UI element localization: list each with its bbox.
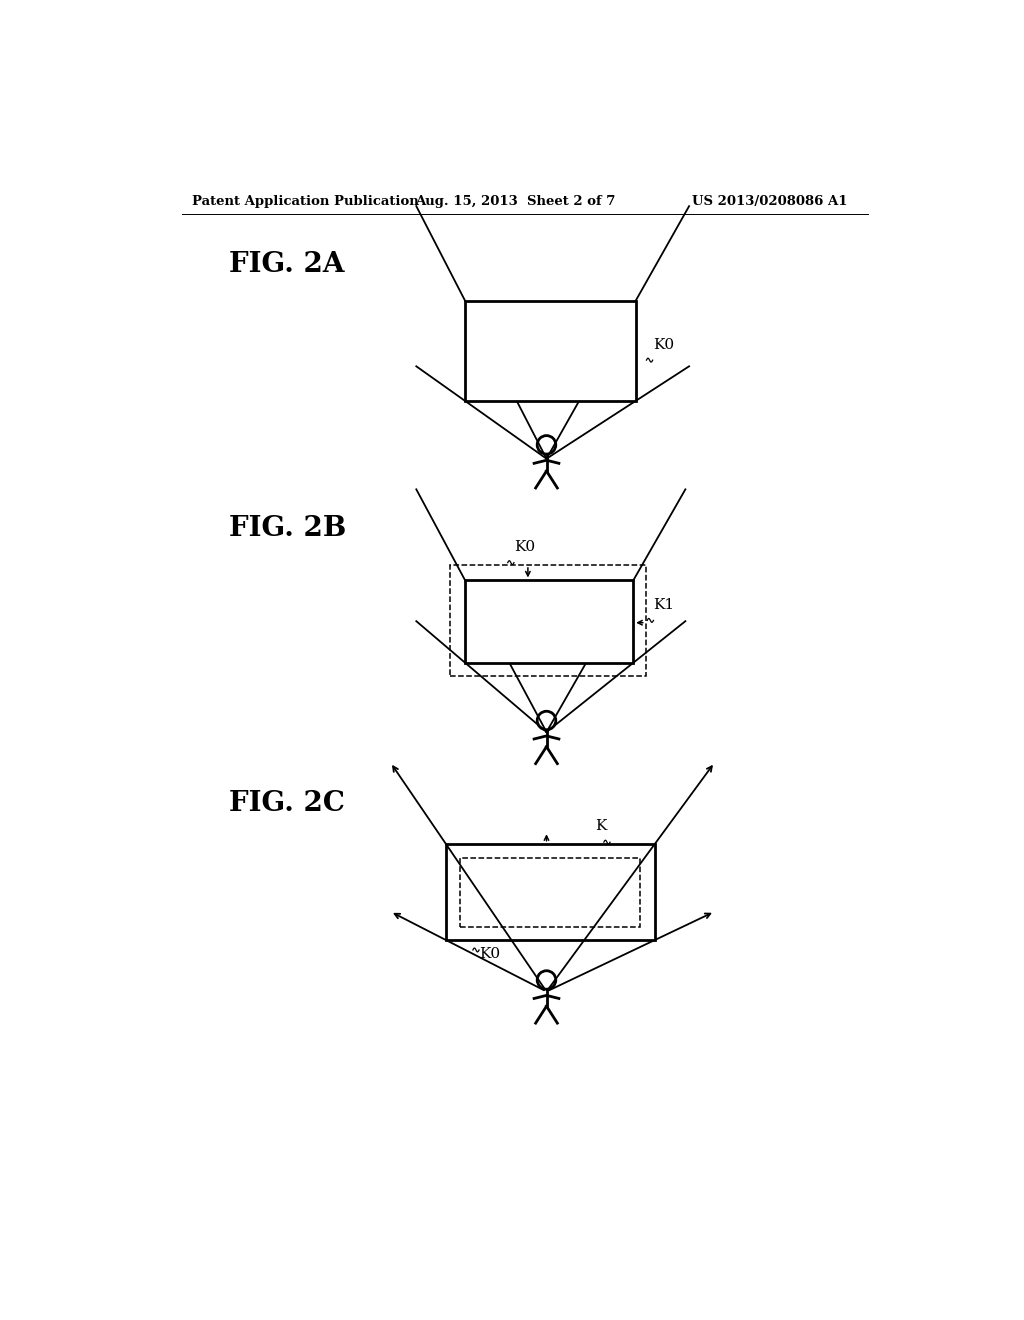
Text: US 2013/0208086 A1: US 2013/0208086 A1 — [692, 194, 848, 207]
Text: K0: K0 — [479, 946, 500, 961]
Text: FIG. 2B: FIG. 2B — [228, 515, 346, 541]
Text: Patent Application Publication: Patent Application Publication — [191, 194, 418, 207]
Text: FIG. 2A: FIG. 2A — [228, 251, 344, 279]
Bar — [465, 301, 636, 401]
Bar — [445, 843, 655, 940]
Text: Aug. 15, 2013  Sheet 2 of 7: Aug. 15, 2013 Sheet 2 of 7 — [415, 194, 615, 207]
Text: K: K — [595, 818, 606, 833]
Bar — [450, 565, 646, 676]
Text: K0: K0 — [653, 338, 675, 352]
Bar — [460, 858, 640, 927]
Bar — [465, 581, 633, 663]
Text: FIG. 2C: FIG. 2C — [228, 791, 345, 817]
Text: K1: K1 — [653, 598, 675, 612]
Text: K0: K0 — [514, 540, 536, 554]
